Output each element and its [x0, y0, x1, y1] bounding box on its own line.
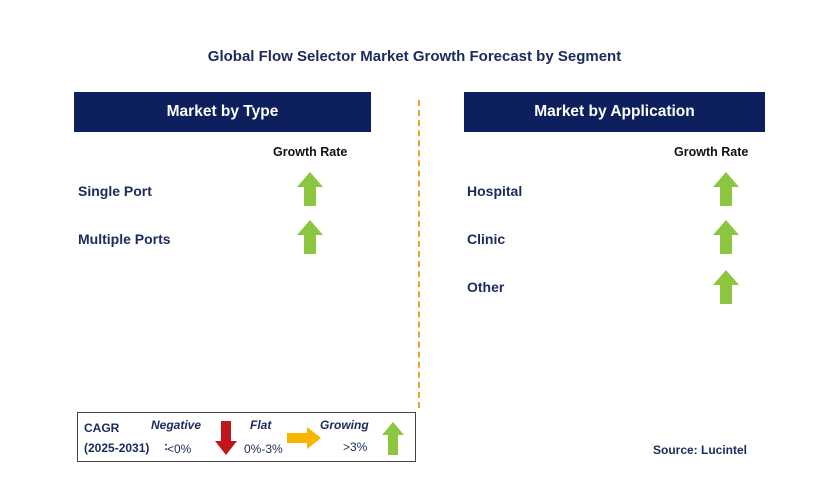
- green-up-arrow-icon: [713, 220, 739, 254]
- market-by-application-header: Market by Application: [464, 92, 765, 132]
- red-down-arrow-icon: [215, 421, 237, 455]
- legend-growing-label: Growing: [320, 418, 369, 432]
- legend-negative-range: <0%: [167, 442, 192, 456]
- green-up-arrow-icon: [297, 172, 323, 206]
- green-up-arrow-icon: [713, 270, 739, 304]
- legend-flat-label: Flat: [250, 418, 272, 432]
- type-row-label: Multiple Ports: [78, 231, 171, 247]
- green-up-arrow-icon: [297, 220, 323, 254]
- left-growth-rate-label: Growth Rate: [273, 145, 348, 159]
- legend-growing-range: >3%: [343, 440, 368, 454]
- application-row-label: Clinic: [467, 231, 506, 247]
- panel-divider: [418, 100, 420, 408]
- right-growth-rate-label: Growth Rate: [674, 145, 749, 159]
- chart-title: Global Flow Selector Market Growth Forec…: [207, 48, 622, 65]
- legend-colon: :: [164, 439, 168, 453]
- green-up-arrow-icon: [382, 422, 404, 455]
- application-row-label: Hospital: [467, 183, 523, 199]
- yellow-right-arrow-icon: [287, 427, 321, 449]
- market-by-type-header: Market by Type: [74, 92, 371, 132]
- legend-negative-label: Negative: [151, 418, 202, 432]
- legend-cagr-label: CAGR: [84, 421, 120, 435]
- legend-period: (2025-2031): [84, 441, 150, 455]
- source-note: Source: Lucintel: [653, 443, 748, 457]
- green-up-arrow-icon: [713, 172, 739, 206]
- cagr-legend: CAGR (2025-2031) : Negative <0% Flat 0%-…: [77, 412, 416, 462]
- legend-flat-range: 0%-3%: [244, 442, 283, 456]
- type-row-label: Single Port: [78, 183, 152, 199]
- application-row-label: Other: [467, 279, 505, 295]
